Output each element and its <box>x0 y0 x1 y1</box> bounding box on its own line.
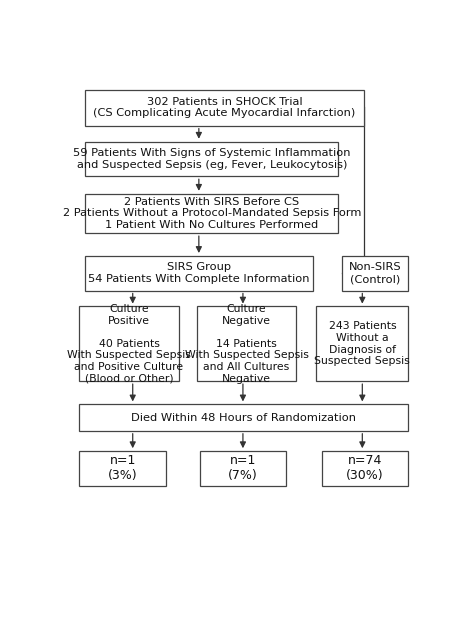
FancyBboxPatch shape <box>85 90 364 126</box>
Text: 243 Patients
Without a
Diagnosis of
Suspected Sepsis: 243 Patients Without a Diagnosis of Susp… <box>314 321 410 366</box>
FancyBboxPatch shape <box>80 404 408 431</box>
Text: n=1
(3%): n=1 (3%) <box>108 454 137 483</box>
Text: Non-SIRS
(Control): Non-SIRS (Control) <box>349 262 401 284</box>
FancyBboxPatch shape <box>85 193 338 233</box>
FancyBboxPatch shape <box>200 451 286 486</box>
Text: SIRS Group
54 Patients With Complete Information: SIRS Group 54 Patients With Complete Inf… <box>88 262 310 284</box>
Text: n=1
(7%): n=1 (7%) <box>228 454 257 483</box>
FancyBboxPatch shape <box>197 307 296 381</box>
Text: Died Within 48 Hours of Randomization: Died Within 48 Hours of Randomization <box>131 413 356 423</box>
Text: Culture
Positive

40 Patients
With Suspected Sepsis
and Positive Culture
(Blood : Culture Positive 40 Patients With Suspec… <box>67 304 191 384</box>
FancyBboxPatch shape <box>316 307 408 381</box>
FancyBboxPatch shape <box>80 307 179 381</box>
FancyBboxPatch shape <box>85 141 338 177</box>
Text: 302 Patients in SHOCK Trial
(CS Complicating Acute Myocardial Infarction): 302 Patients in SHOCK Trial (CS Complica… <box>93 97 355 118</box>
Text: 59 Patients With Signs of Systemic Inflammation
and Suspected Sepsis (eg, Fever,: 59 Patients With Signs of Systemic Infla… <box>73 148 350 170</box>
Text: Culture
Negative

14 Patients
With Suspected Sepsis
and All Cultures
Negative: Culture Negative 14 Patients With Suspec… <box>185 304 309 384</box>
FancyBboxPatch shape <box>80 451 166 486</box>
FancyBboxPatch shape <box>85 256 313 290</box>
Text: 2 Patients With SIRS Before CS
2 Patients Without a Protocol-Mandated Sepsis For: 2 Patients With SIRS Before CS 2 Patient… <box>63 197 361 230</box>
FancyBboxPatch shape <box>322 451 408 486</box>
Text: n=74
(30%): n=74 (30%) <box>346 454 384 483</box>
FancyBboxPatch shape <box>342 256 408 290</box>
